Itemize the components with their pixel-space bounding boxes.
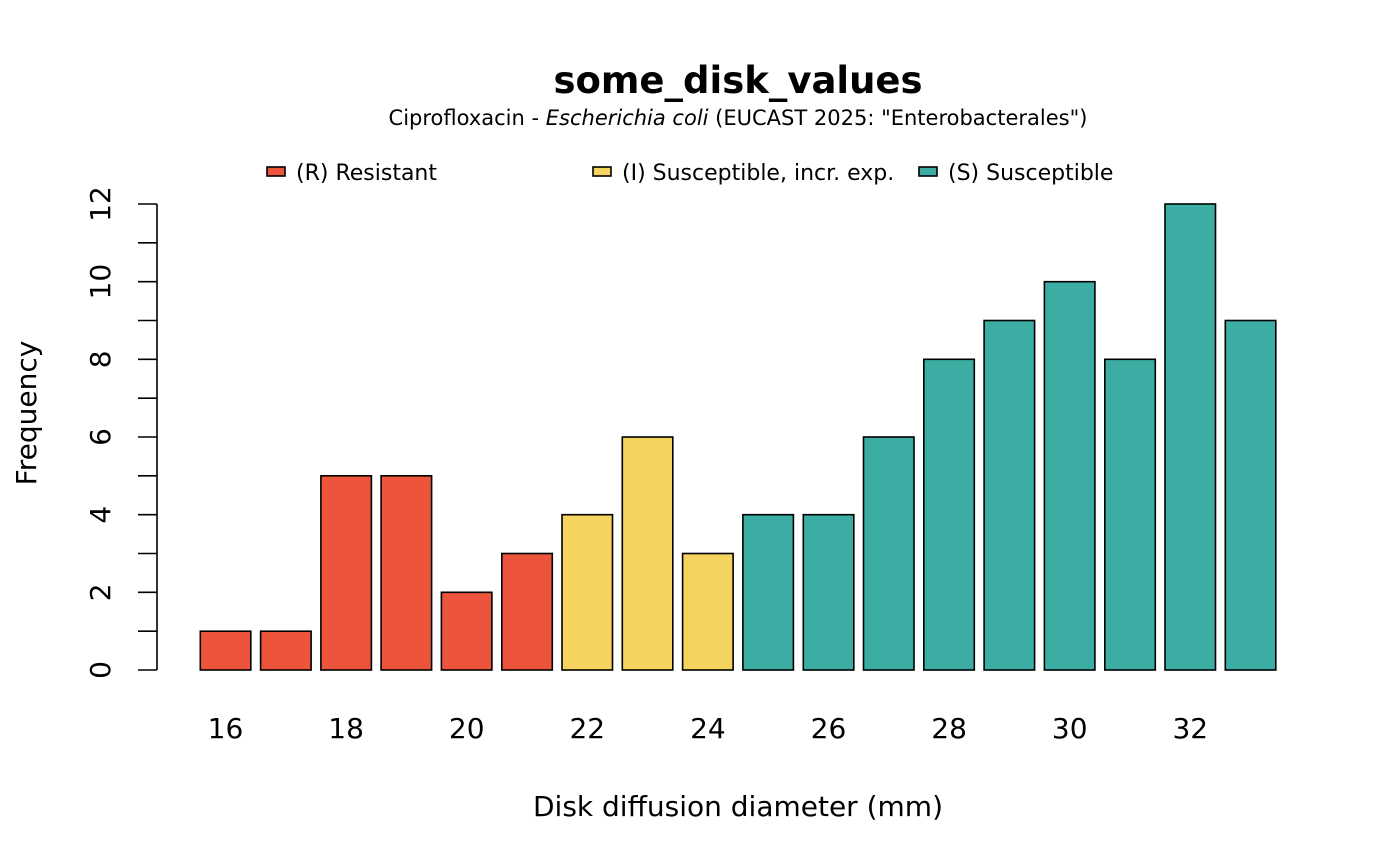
bar-20 [440, 591, 493, 671]
legend-swatch [592, 166, 612, 177]
x-tick-label: 22 [569, 712, 605, 745]
x-tick-label: 28 [931, 712, 967, 745]
subtitle-drug: Ciprofloxacin - [389, 106, 546, 130]
legend-swatch [266, 166, 286, 177]
x-tick-label: 32 [1172, 712, 1208, 745]
bar-23 [621, 436, 674, 671]
y-axis: 0 2 4 6 8 10 12 [84, 186, 158, 679]
y-tick-label: 2 [84, 583, 117, 601]
legend-item-R: (R) Resistant [266, 161, 437, 186]
bar-24 [681, 552, 734, 671]
x-axis: 16 18 20 22 24 26 28 30 32 [208, 712, 1208, 745]
bar-28 [922, 358, 976, 671]
x-tick-label: 16 [208, 712, 244, 745]
x-tick-label: 26 [811, 712, 847, 745]
legend: (R) Resistant (I) Susceptible, incr. exp.… [266, 161, 1113, 186]
y-tick-label: 4 [84, 506, 117, 524]
x-tick-label: 18 [328, 712, 364, 745]
legend-label: (I) Susceptible, incr. exp. [622, 161, 894, 186]
legend-label: (R) Resistant [296, 161, 437, 186]
y-tick-label: 8 [84, 350, 117, 368]
legend-label: (S) Susceptible [948, 161, 1113, 186]
bar-27 [862, 436, 915, 671]
y-tick-label: 12 [84, 186, 117, 222]
bar-16 [199, 630, 252, 671]
y-tick-label: 6 [84, 428, 117, 446]
legend-swatch [918, 166, 938, 177]
bar-21 [500, 552, 554, 671]
bar-32 [1164, 203, 1217, 671]
legend-item-S: (S) Susceptible [918, 161, 1113, 186]
bar-26 [802, 513, 855, 671]
x-axis-label: Disk diffusion diameter (mm) [533, 790, 943, 823]
bar-33 [1224, 319, 1277, 671]
chart-title: some_disk_values [553, 59, 922, 102]
bar-18 [320, 474, 373, 671]
subtitle-organism: Escherichia coli [546, 106, 709, 130]
bar-17 [259, 630, 312, 671]
bar-22 [561, 513, 614, 671]
x-tick-label: 30 [1052, 712, 1088, 745]
y-tick-label: 0 [84, 661, 117, 679]
chart-subtitle: Ciprofloxacin - Escherichia coli (EUCAST… [389, 106, 1088, 130]
x-tick-label: 24 [690, 712, 726, 745]
subtitle-guideline: (EUCAST 2025: "Enterobacterales") [709, 106, 1088, 130]
bar-25 [742, 513, 795, 671]
bar-29 [983, 319, 1036, 671]
x-tick-label: 20 [449, 712, 485, 745]
bars [199, 203, 1277, 671]
bar-19 [380, 474, 433, 671]
legend-item-I: (I) Susceptible, incr. exp. [592, 161, 894, 186]
y-axis-label: Frequency [10, 341, 43, 486]
bar-30 [1043, 280, 1096, 671]
bar-31 [1104, 358, 1157, 671]
y-tick-label: 10 [84, 264, 117, 300]
